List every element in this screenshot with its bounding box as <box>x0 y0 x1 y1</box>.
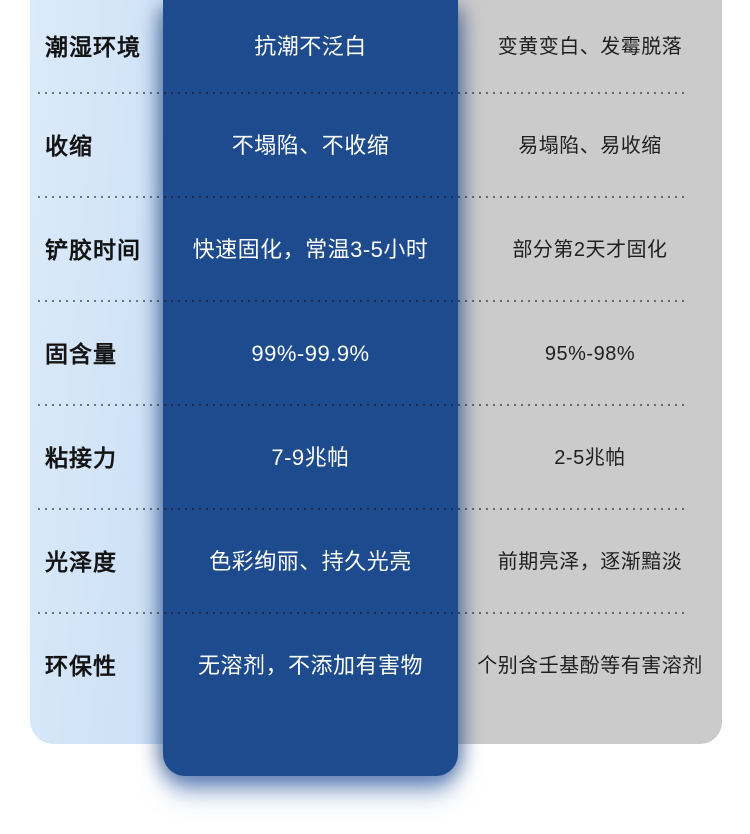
attribute-cell: 收缩 <box>45 132 93 159</box>
row-separator <box>38 300 686 302</box>
row-separator <box>38 404 686 406</box>
ours-cell: 不塌陷、不收缩 <box>231 133 390 159</box>
others-cell: 95%-98% <box>544 342 636 365</box>
ours-cell: 7-9兆帕 <box>271 445 350 471</box>
ours-cell: 抗潮不泛白 <box>254 34 367 60</box>
others-cell: 2-5兆帕 <box>554 446 626 469</box>
others-cell: 部分第2天才固化 <box>512 238 668 261</box>
ours-cell: 快速固化，常温3-5小时 <box>192 237 429 263</box>
attribute-cell: 潮湿环境 <box>45 33 141 60</box>
attribute-cell: 光泽度 <box>45 548 117 575</box>
attribute-cell: 粘接力 <box>45 444 117 471</box>
ours-cell: 99%-99.9% <box>251 341 370 367</box>
ours-cell: 无溶剂，不添加有害物 <box>197 653 423 679</box>
row-separator <box>38 92 686 94</box>
others-cell: 个别含壬基酚等有害溶剂 <box>477 654 703 677</box>
row-separator <box>38 612 686 614</box>
row-separator <box>38 508 686 510</box>
others-cell: 前期亮泽，逐渐黯淡 <box>497 550 683 573</box>
attribute-column: 潮湿环境 收缩 铲胶时间 固含量 粘接力 光泽度 环保性 <box>30 0 163 744</box>
attribute-cell: 铲胶时间 <box>45 236 141 263</box>
others-cell: 易塌陷、易收缩 <box>518 134 662 157</box>
others-product-column: 变黄变白、发霉脱落 易塌陷、易收缩 部分第2天才固化 95%-98% 2-5兆帕… <box>458 0 722 744</box>
attribute-cell: 环保性 <box>45 652 117 679</box>
row-separator <box>38 196 686 198</box>
others-cell: 变黄变白、发霉脱落 <box>497 35 683 58</box>
attribute-cell: 固含量 <box>45 340 117 367</box>
ours-cell: 色彩绚丽、持久光亮 <box>209 549 412 575</box>
our-product-column: 抗潮不泛白 不塌陷、不收缩 快速固化，常温3-5小时 99%-99.9% 7-9… <box>163 0 458 776</box>
